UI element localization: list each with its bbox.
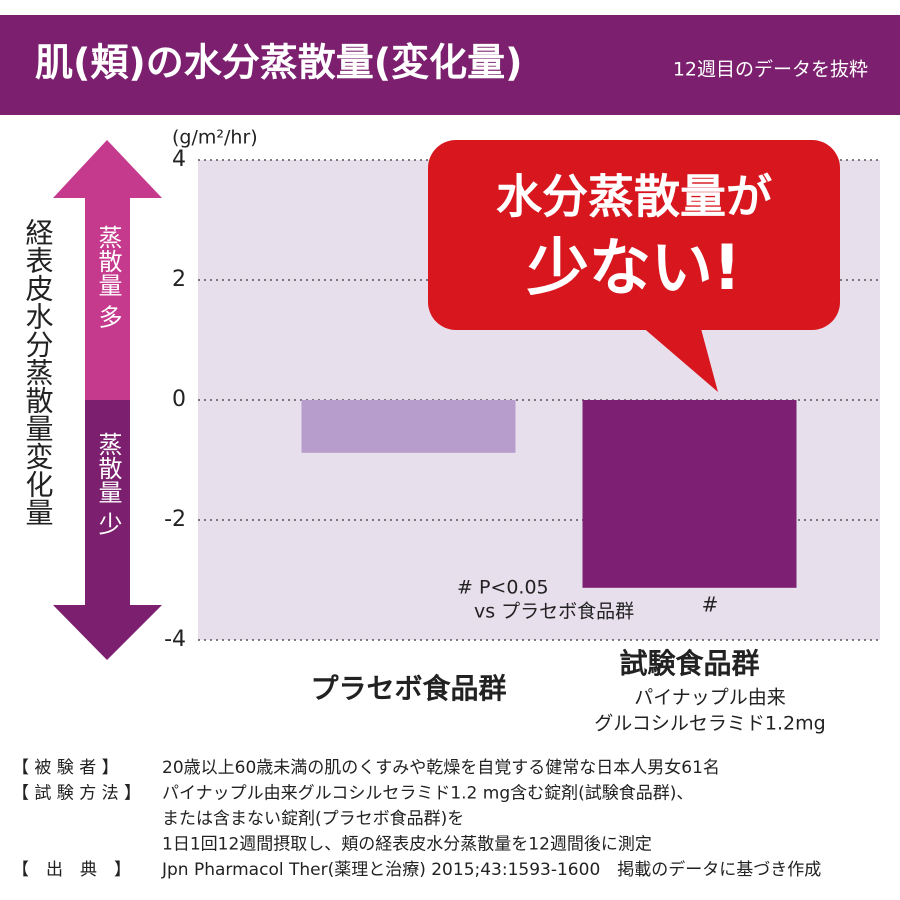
title-bar	[0, 15, 900, 115]
x-tick-label: 試験食品群	[619, 647, 759, 680]
callout-text: 少ない!	[527, 231, 741, 304]
y-tick-label: -4	[164, 627, 186, 652]
callout-tail	[640, 325, 718, 392]
callout-box	[428, 140, 840, 330]
footnote-text: 1日1回12週間摂取し、頬の経表皮水分蒸散量を12週間後に測定	[162, 835, 652, 855]
category-detail: パイナップル由来	[634, 687, 786, 709]
arrow-down	[53, 400, 162, 660]
callout-text: 水分蒸散量が	[496, 170, 772, 224]
y-tick-label: 4	[172, 147, 186, 172]
arrow-label: 蒸散量 多	[94, 225, 122, 329]
arrow-up	[53, 140, 162, 400]
y-tick-label: -2	[164, 507, 186, 532]
y-axis-label: 経表皮水分蒸散量変化量	[22, 218, 55, 526]
footnote-text: パイナップル由来グルコシルセラミド1.2 mg含む錠剤(試験食品群)、	[162, 784, 693, 804]
bar	[582, 400, 797, 588]
footnote-label: 【 出 典 】	[12, 860, 131, 880]
footnote-text: Jpn Pharmacol Ther(薬理と治療) 2015;43:1593-1…	[161, 859, 821, 880]
bar	[301, 400, 516, 453]
significance-note: # P<0.05	[457, 577, 549, 599]
arrow-label: 蒸散量 少	[94, 432, 122, 536]
footnote-label: 【 試 験 方 法 】	[12, 784, 141, 804]
y-tick-label: 2	[172, 267, 186, 292]
footnote-label: 【 被 験 者 】	[12, 758, 119, 778]
footnote-text: 20歳以上60歳未満の肌のくすみや乾燥を自覚する健常な日本人男女61名	[162, 758, 720, 778]
chart-title: 肌(頬)の水分蒸散量(変化量)	[35, 41, 522, 85]
y-unit: (g/m²/hr)	[172, 127, 258, 149]
chart-subtitle: 12週目のデータを抜粋	[673, 59, 868, 81]
significance-mark: #	[702, 593, 719, 617]
footnotes: 【 被 験 者 】 20歳以上60歳未満の肌のくすみや乾燥を自覚する健常な日本人男…	[12, 758, 821, 880]
x-tick-label: プラセボ食品群	[310, 672, 506, 705]
significance-note: vs プラセボ食品群	[474, 601, 634, 623]
plot: -4 -2 0 2 4 プラセボ食品群 試験食品群	[164, 147, 880, 705]
footnote-text: または含まない錠剤(プラセボ食品群)を	[162, 809, 464, 829]
y-tick-label: 0	[172, 387, 186, 412]
category-detail: グルコシルセラミド1.2mg	[594, 713, 825, 735]
